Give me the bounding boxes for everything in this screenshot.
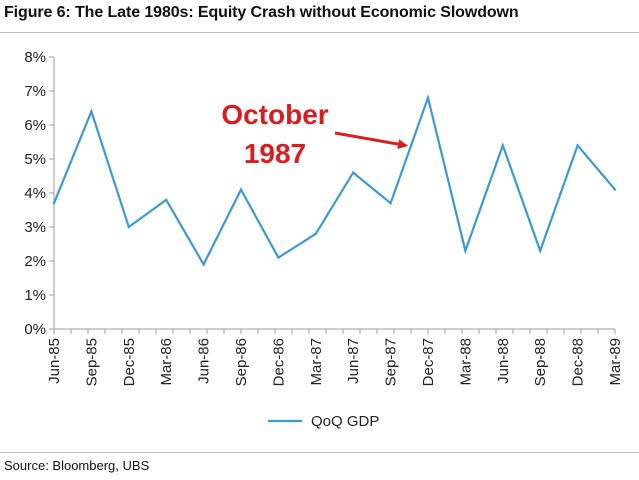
x-tick-label: Dec-88 bbox=[570, 338, 587, 386]
y-tick-label: 6% bbox=[24, 117, 46, 134]
y-tick-label: 2% bbox=[24, 253, 46, 270]
x-tick-label: Dec-85 bbox=[121, 338, 138, 386]
y-axis: 0% 1% 2% 3% 4% 5% 6% 7% 8% bbox=[24, 49, 55, 338]
data-point bbox=[127, 225, 130, 229]
data-point bbox=[52, 202, 56, 205]
x-tick-label: Sep-87 bbox=[383, 338, 400, 386]
x-tick-label: Jun-86 bbox=[196, 338, 213, 384]
data-point bbox=[90, 110, 93, 113]
x-tick-label: Dec-86 bbox=[270, 338, 287, 386]
annotation-arrow bbox=[334, 131, 408, 150]
y-tick-label: 1% bbox=[24, 287, 46, 304]
data-point bbox=[501, 144, 504, 147]
y-tick-label: 3% bbox=[24, 219, 46, 236]
annotation-line-1: October bbox=[221, 99, 328, 130]
x-axis: Jun-85 Sep-85 Dec-85 Mar-86 Jun-86 Sep-86 Dec-… bbox=[46, 328, 624, 386]
title-divider bbox=[0, 32, 639, 33]
x-tick-label: Dec-87 bbox=[420, 338, 437, 386]
y-tick-label: 7% bbox=[24, 83, 46, 100]
data-point bbox=[389, 202, 392, 205]
footer-divider bbox=[0, 452, 639, 453]
series-line-qoq-gdp bbox=[52, 93, 616, 267]
data-point bbox=[202, 263, 205, 266]
y-tick-label: 8% bbox=[24, 49, 46, 66]
data-point bbox=[464, 249, 467, 252]
data-point bbox=[239, 188, 243, 191]
x-tick-label: Mar-88 bbox=[457, 338, 474, 386]
x-tick-label: Sep-88 bbox=[532, 338, 549, 386]
x-tick-label: Sep-85 bbox=[83, 338, 100, 386]
y-tick-label: 5% bbox=[24, 151, 46, 168]
data-point bbox=[426, 96, 430, 100]
x-tick-label: Jun-88 bbox=[495, 338, 512, 384]
series-layer bbox=[52, 93, 617, 267]
data-point bbox=[165, 198, 168, 201]
x-tick-label: Jun-87 bbox=[345, 338, 362, 384]
data-point bbox=[539, 249, 542, 252]
annotation-layer: October 1987 bbox=[221, 99, 408, 169]
x-tick-label: Mar-86 bbox=[158, 338, 175, 386]
data-point bbox=[576, 144, 579, 147]
legend: QoQ GDP bbox=[268, 413, 379, 430]
data-point bbox=[613, 188, 617, 191]
line-chart: 0% 1% 2% 3% 4% 5% 6% 7% 8% Jun-85 Sep-85 Dec-85 Mar… bbox=[24, 49, 624, 430]
annotation-line-2: 1987 bbox=[244, 138, 306, 169]
x-tick-label: Sep-86 bbox=[233, 338, 250, 386]
x-tick-label: Jun-85 bbox=[46, 338, 63, 384]
x-tick-label: Mar-87 bbox=[308, 338, 325, 386]
data-point bbox=[352, 171, 355, 174]
y-tick-label: 0% bbox=[24, 321, 46, 338]
legend-label: QoQ GDP bbox=[311, 413, 379, 430]
data-point bbox=[277, 256, 280, 259]
data-point bbox=[314, 232, 317, 235]
y-tick-label: 4% bbox=[24, 185, 46, 202]
source-note: Source: Bloomberg, UBS bbox=[4, 458, 150, 473]
chart-title: Figure 6: The Late 1980s: Equity Crash w… bbox=[4, 4, 519, 21]
x-tick-label: Mar-89 bbox=[607, 338, 624, 386]
